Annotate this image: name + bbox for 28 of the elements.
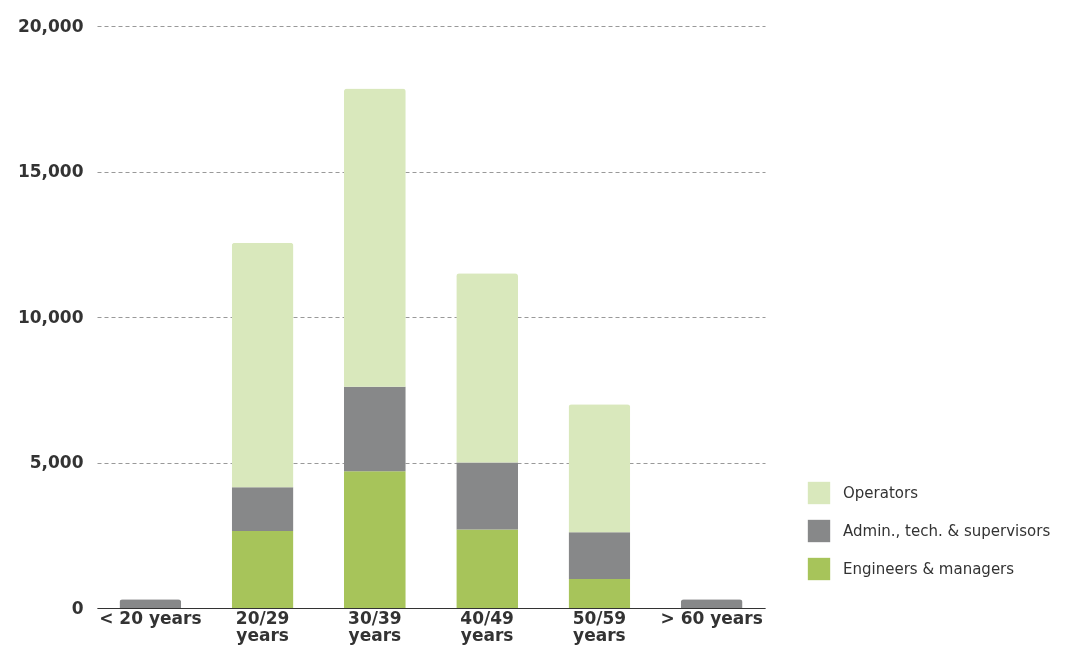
bar bbox=[456, 273, 519, 463]
legend-label: Operators bbox=[843, 484, 919, 502]
x-tick-label: < 20 years bbox=[99, 607, 202, 628]
bar bbox=[456, 462, 519, 530]
bar bbox=[456, 529, 519, 608]
bar bbox=[231, 487, 294, 531]
bar bbox=[680, 599, 743, 608]
bar bbox=[568, 532, 631, 579]
y-tick-label: 15,000 bbox=[17, 161, 84, 181]
bar bbox=[231, 242, 294, 488]
legend-label: Engineers & managers bbox=[843, 560, 1015, 578]
legend-label: Admin., tech. & supervisors bbox=[843, 522, 1051, 540]
y-tick-label: 0 bbox=[71, 597, 84, 618]
y-tick-label: 20,000 bbox=[17, 15, 84, 36]
bar bbox=[568, 404, 631, 533]
bar bbox=[343, 88, 406, 387]
x-tick-label: 40/49 years bbox=[460, 607, 514, 645]
x-tick-label: > 60 years bbox=[660, 607, 763, 628]
bar bbox=[343, 471, 406, 608]
bar bbox=[568, 578, 631, 608]
x-tick-label: 20/29 years bbox=[235, 607, 290, 645]
x-tick-label: 50/59 years bbox=[572, 607, 627, 645]
bar bbox=[231, 530, 294, 608]
y-tick-label: 5,000 bbox=[29, 452, 84, 472]
bar bbox=[119, 599, 182, 608]
x-tick-label: 30/39 years bbox=[348, 607, 402, 645]
y-tick-label: 10,000 bbox=[17, 306, 84, 327]
bar bbox=[343, 386, 406, 472]
